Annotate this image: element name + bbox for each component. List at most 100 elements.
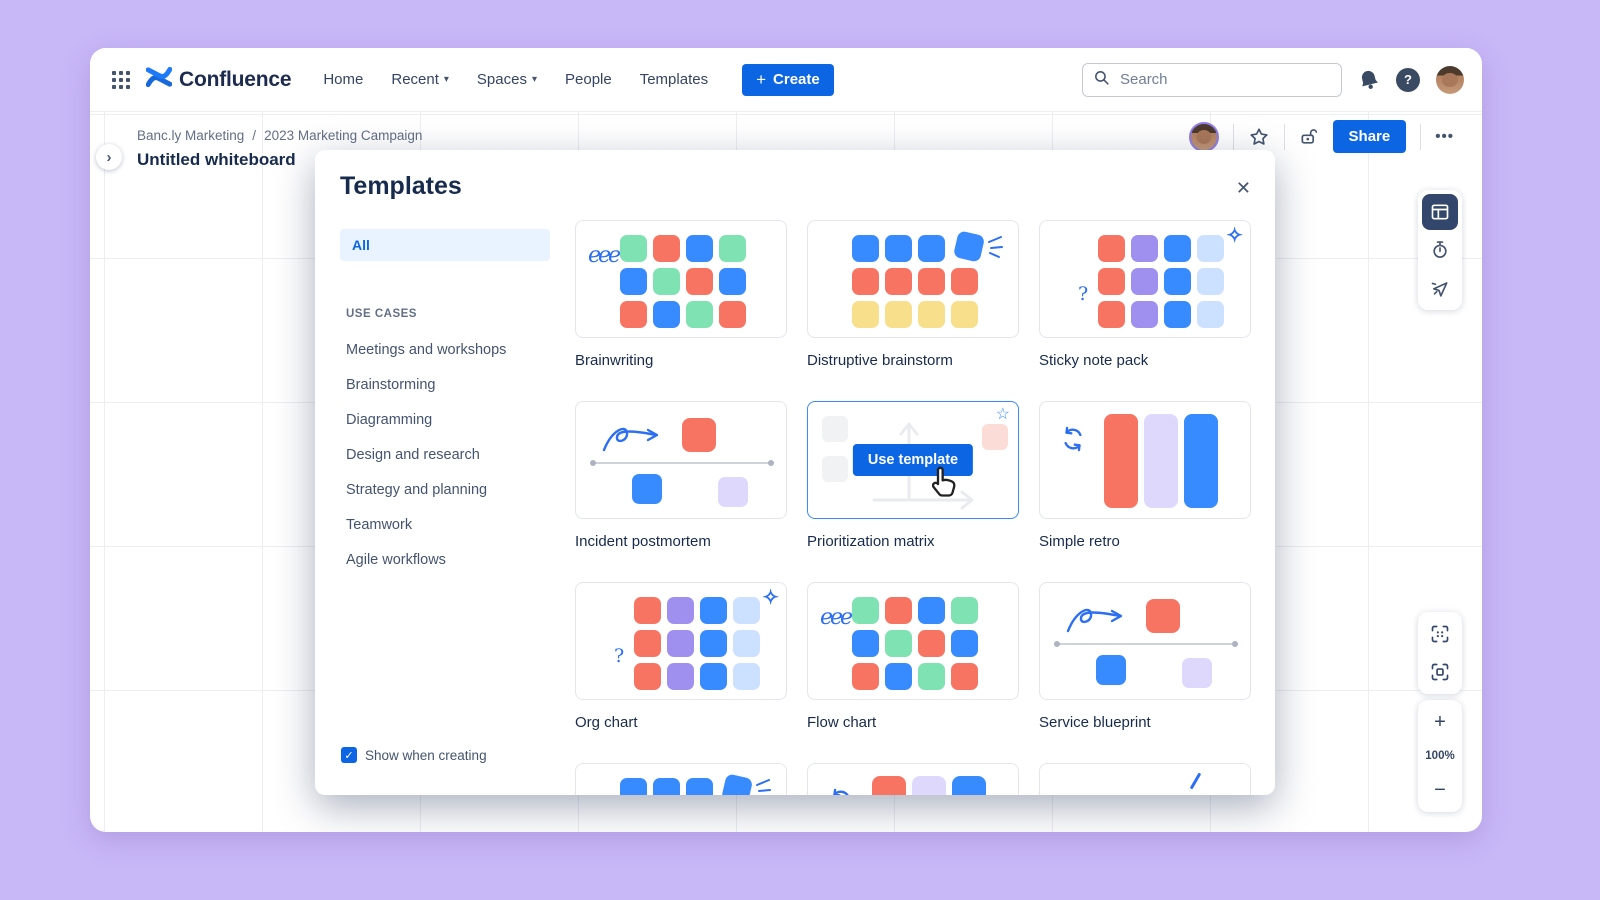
sticky-note xyxy=(852,630,879,657)
sticky-note xyxy=(686,301,713,328)
sidebar-category[interactable]: Agile workflows xyxy=(346,551,446,568)
sticky-note xyxy=(885,597,912,624)
sticky-note xyxy=(918,235,945,262)
breadcrumb-page[interactable]: 2023 Marketing Campaign xyxy=(264,128,423,143)
sticky-note xyxy=(852,301,879,328)
template-card[interactable] xyxy=(1039,582,1251,700)
sidebar-category[interactable]: Brainstorming xyxy=(346,376,436,393)
app-switcher-icon[interactable] xyxy=(112,70,130,89)
modal-title: Templates xyxy=(340,172,462,200)
sticky-note xyxy=(667,663,694,690)
template-thumbnail: eee xyxy=(808,583,1018,699)
use-template-button[interactable]: Use template xyxy=(852,444,974,476)
zoom-to-selection-button[interactable] xyxy=(1422,654,1458,690)
template-card[interactable] xyxy=(1039,401,1251,519)
squiggle-doodle-icon: eee xyxy=(588,243,621,268)
chevron-down-icon: ▾ xyxy=(443,74,449,85)
collaborator-avatar[interactable] xyxy=(1188,121,1219,152)
sticky-note xyxy=(653,268,680,295)
app-window: Confluence Home Recent ▾ Spaces ▾ People Templ… xyxy=(90,48,1482,832)
template-card[interactable]: ✧? xyxy=(1039,220,1251,338)
sticky-note xyxy=(1164,235,1191,262)
unlock-icon[interactable] xyxy=(1299,127,1319,147)
template-card[interactable]: ✧? xyxy=(575,582,787,700)
ghost-square xyxy=(822,456,848,482)
sticky-note xyxy=(918,268,945,295)
template-card-item xyxy=(575,763,787,795)
brand-name: Confluence xyxy=(179,67,292,91)
retro-columns xyxy=(1104,414,1218,508)
sidebar-category[interactable]: Teamwork xyxy=(346,516,413,533)
nav-item-templates[interactable]: Templates xyxy=(640,71,708,88)
template-card[interactable] xyxy=(807,220,1019,338)
template-card[interactable] xyxy=(575,401,787,519)
sticky-note xyxy=(1098,301,1125,328)
profile-avatar[interactable] xyxy=(1436,65,1464,94)
nav-item-home[interactable]: Home xyxy=(323,71,363,88)
top-navigation-bar: Confluence Home Recent ▾ Spaces ▾ People Templ… xyxy=(90,48,1482,112)
breadcrumb-separator: / xyxy=(252,128,257,143)
sidebar-category[interactable]: Diagramming xyxy=(346,411,433,428)
template-thumbnail xyxy=(576,402,786,518)
question-doodle: ? xyxy=(1078,283,1089,305)
sticky-note xyxy=(1098,235,1125,262)
favorite-star-icon[interactable] xyxy=(1248,126,1270,148)
nav-item-recent[interactable]: Recent ▾ xyxy=(391,71,449,88)
sidebar-category[interactable]: Strategy and planning xyxy=(346,481,488,498)
sidebar-category[interactable]: Meetings and workshops xyxy=(346,341,507,358)
timer-button[interactable] xyxy=(1422,232,1458,268)
template-card[interactable]: eee xyxy=(575,220,787,338)
sticky-note xyxy=(634,597,661,624)
search-input[interactable] xyxy=(1118,70,1331,89)
template-card[interactable] xyxy=(807,763,1019,795)
zoom-out-button[interactable]: − xyxy=(1422,772,1458,808)
confluence-logo[interactable]: Confluence xyxy=(145,64,292,95)
template-card-item xyxy=(1039,763,1251,795)
zoom-in-button[interactable]: + xyxy=(1422,704,1458,740)
sticky-note xyxy=(620,301,647,328)
zoom-to-fit-button[interactable] xyxy=(1422,616,1458,652)
sticky-note xyxy=(885,268,912,295)
sparkle-icon: ✧ xyxy=(762,587,779,609)
sticky-note xyxy=(733,663,760,690)
sticky-note xyxy=(918,597,945,624)
checkbox-checked-icon: ✓ xyxy=(341,747,357,763)
page-title[interactable]: Untitled whiteboard xyxy=(137,150,296,169)
sticky-note xyxy=(1098,268,1125,295)
create-button[interactable]: + Create xyxy=(742,63,834,96)
template-card[interactable]: eee xyxy=(807,582,1019,700)
sticky-note xyxy=(1164,301,1191,328)
share-button[interactable]: Share xyxy=(1332,120,1407,153)
filter-all-pill[interactable]: All xyxy=(340,229,550,261)
sticky-note xyxy=(1197,235,1224,262)
template-card[interactable]: ☆ Use template xyxy=(807,401,1019,519)
laser-pointer-button[interactable] xyxy=(1422,270,1458,306)
template-card[interactable] xyxy=(1039,763,1251,795)
template-card[interactable] xyxy=(575,763,787,795)
template-card-item: Distruptive brainstorm xyxy=(807,220,1019,401)
nav-item-people[interactable]: People xyxy=(565,71,612,88)
sidebar-expand-button[interactable]: › xyxy=(96,144,122,170)
breadcrumb-space[interactable]: Banc.ly Marketing xyxy=(137,128,245,143)
sidebar-category[interactable]: Design and research xyxy=(346,446,480,463)
chevron-down-icon: ▾ xyxy=(531,74,537,85)
templates-panel-button[interactable] xyxy=(1422,194,1458,230)
help-icon[interactable]: ? xyxy=(1396,67,1420,92)
template-card-label: Prioritization matrix xyxy=(807,533,935,550)
notifications-bell-icon[interactable] xyxy=(1356,66,1383,93)
squiggle-doodle-icon: eee xyxy=(820,605,853,630)
sticky-note xyxy=(885,663,912,690)
check-icon: ✓ xyxy=(344,749,354,762)
zoom-in-label: + xyxy=(1434,710,1446,733)
timeline-line xyxy=(590,460,774,466)
sticky-note xyxy=(951,597,978,624)
search-box[interactable] xyxy=(1082,62,1342,97)
nav-item-spaces[interactable]: Spaces ▾ xyxy=(477,71,537,88)
sticky-note xyxy=(700,663,727,690)
close-icon[interactable]: ✕ xyxy=(1235,178,1251,198)
more-options-icon[interactable]: ••• xyxy=(1435,128,1454,145)
chevron-right-icon: › xyxy=(106,148,112,166)
show-when-creating-checkbox[interactable]: ✓ Show when creating xyxy=(341,747,487,763)
zoom-level[interactable]: 100% xyxy=(1425,750,1455,762)
template-card-item: eee Brainwriting xyxy=(575,220,787,401)
